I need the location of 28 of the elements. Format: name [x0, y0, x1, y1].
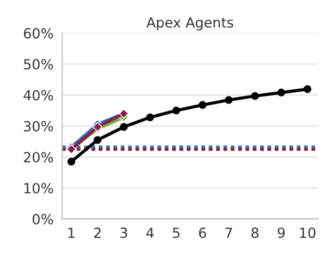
point — [277, 88, 286, 96]
x-tick-label: 8 — [252, 228, 258, 238]
y-tick-label: 30% — [24, 120, 54, 132]
x-tick-label: 10 — [300, 228, 316, 238]
y-tick-label: 60% — [24, 28, 54, 39]
x-tick-label: 5 — [172, 228, 180, 238]
y-tick-label: 40% — [24, 90, 54, 101]
y-tick-label: 10% — [24, 182, 54, 194]
point — [120, 123, 128, 131]
point — [251, 92, 259, 100]
point — [67, 158, 76, 166]
x-tick-label: 3 — [120, 228, 128, 238]
x-tick-label: 7 — [225, 228, 232, 238]
x-tick-label: 9 — [278, 228, 285, 238]
x-tick-label: 2 — [94, 228, 101, 238]
x-tick-label: 6 — [199, 228, 206, 238]
chart-title: Apex Agents — [146, 17, 234, 30]
point — [304, 85, 312, 94]
x-tick-label: 1 — [68, 228, 74, 238]
y-tick-label: 50% — [24, 59, 54, 70]
x-tick-label: 4 — [146, 228, 154, 238]
point — [224, 96, 233, 104]
point — [198, 101, 206, 109]
y-tick-label: 0% — [32, 214, 54, 224]
point — [172, 106, 180, 114]
point — [94, 136, 102, 144]
y-tick-label: 20% — [24, 152, 54, 162]
point — [146, 113, 154, 122]
